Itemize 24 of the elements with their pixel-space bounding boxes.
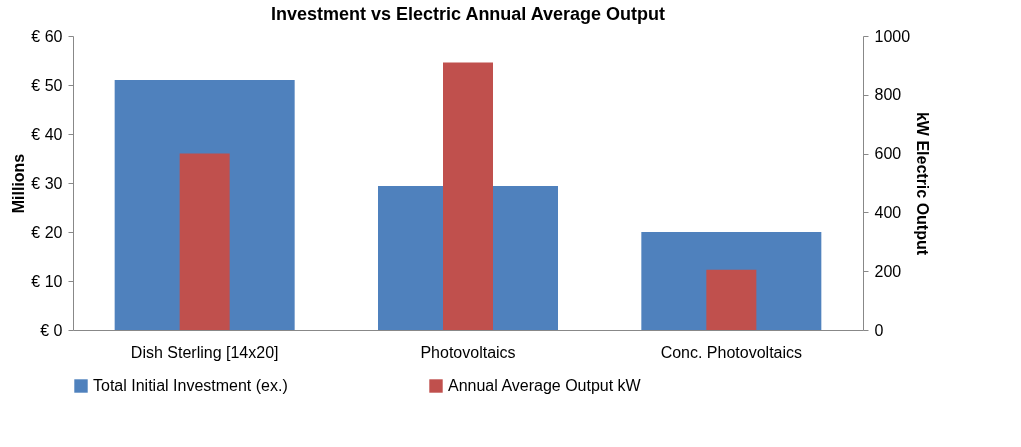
bar [706,269,757,330]
y2-tick-label: 600 [874,145,902,163]
y2-tick-label: 1000 [874,27,911,45]
y-tick-label: € 60 [31,27,63,45]
y2-tick-label: 200 [874,262,902,280]
y-tick-label: € 10 [31,272,63,290]
y2-tick-label: 0 [874,321,884,339]
y2-axis-title: kW Electric Output [914,111,932,256]
y-axis-title: Millions [10,153,28,214]
y-tick-label: € 50 [31,76,63,94]
y-tick-label: € 20 [31,223,63,241]
bar [179,153,230,330]
y2-tick-label: 400 [874,203,902,221]
y2-tick-label: 800 [874,86,902,104]
legend-label: Annual Average Output kW [448,377,642,394]
y-tick-label: € 30 [31,174,63,192]
x-tick-label: Photovoltaics [420,343,516,361]
y-tick-label: € 40 [31,125,63,143]
legend-label: Total Initial Investment (ex.) [93,377,288,394]
bar [443,62,493,330]
y-tick-label: € 0 [40,321,63,339]
x-tick-label: Dish Sterling [14x20] [130,343,279,361]
x-tick-label: Conc. Photovoltaics [660,343,803,361]
chart-title: Investment vs Electric Annual Average Output [270,4,666,24]
